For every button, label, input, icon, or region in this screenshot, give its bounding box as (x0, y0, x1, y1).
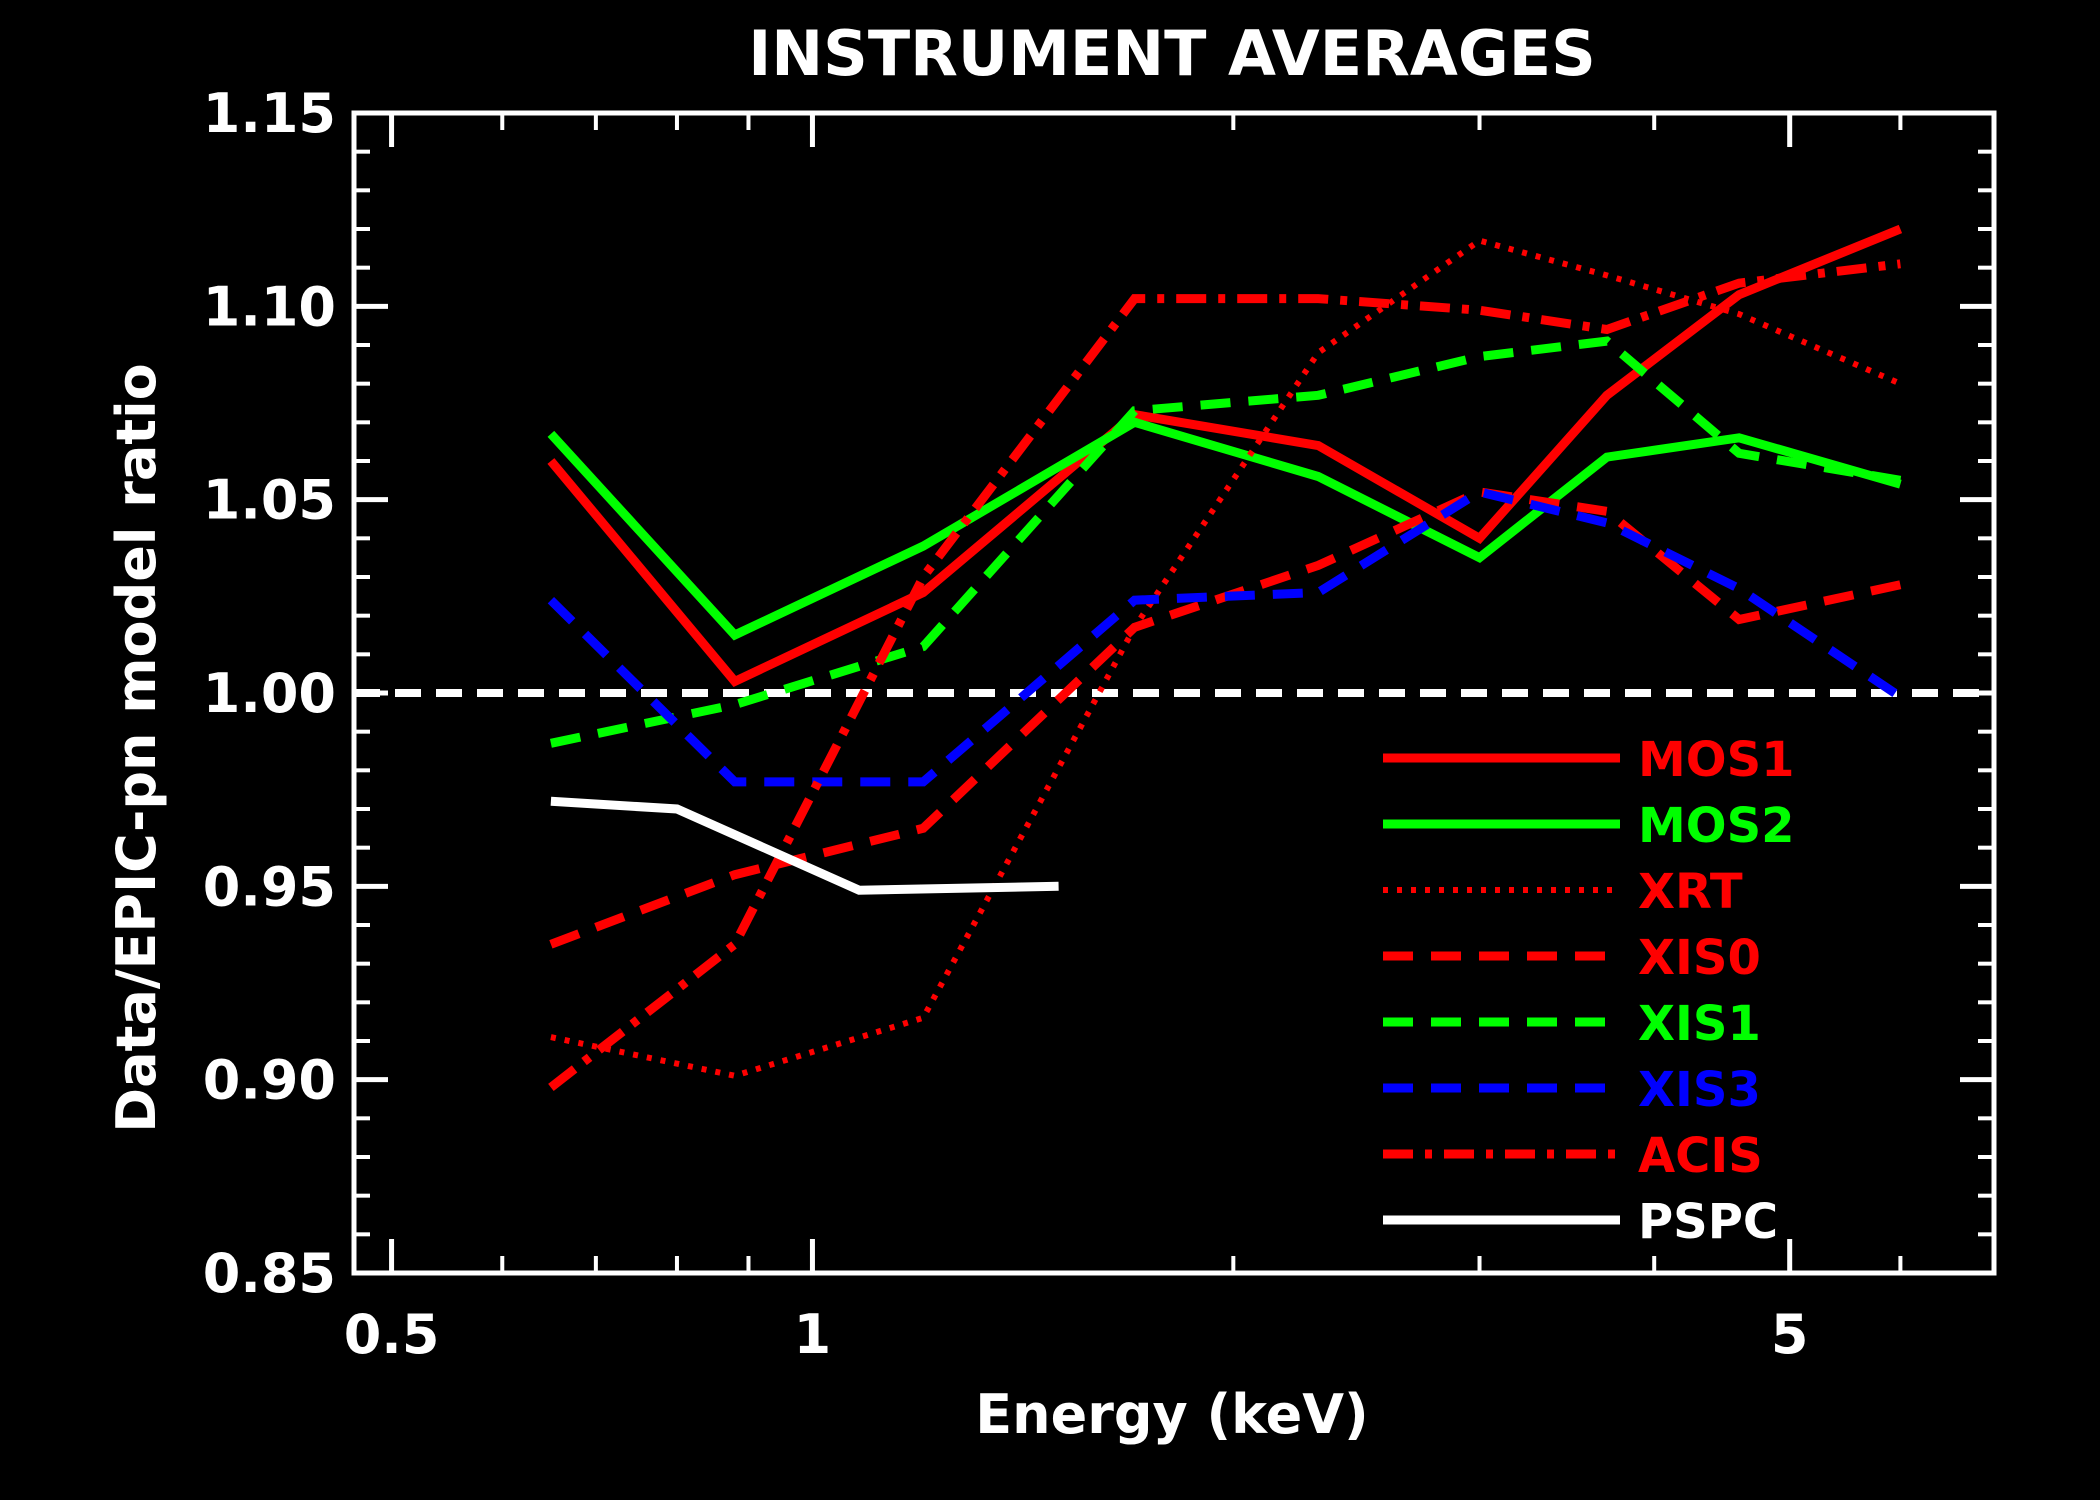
plot-frame (351, 110, 1997, 1276)
axis-ticks: 0.85 0.90 0.95 1.00 1.05 1.10 1.15 0.5 1 5 (203, 82, 1996, 1366)
data-point-xis0 (549, 942, 553, 946)
data-point-xis3 (1316, 590, 1320, 594)
y-tick-label: 0.85 (203, 1242, 336, 1305)
y-axis-label: Data/EPIC-pn model ratio (105, 363, 168, 1132)
legend-label-xrt: XRT (1638, 864, 1743, 920)
legend-label-mos2: MOS2 (1638, 798, 1795, 854)
chart-title: INSTRUMENT AVERAGES (748, 17, 1596, 90)
data-point-xis3 (1737, 587, 1741, 591)
data-point-xis0 (1316, 563, 1320, 567)
data-point-mos1 (549, 459, 553, 463)
data-point-xis1 (549, 741, 553, 745)
data-point-xrt (733, 1074, 737, 1078)
legend-label-acis: ACIS (1638, 1128, 1763, 1184)
data-point-mos2 (921, 544, 925, 548)
data-point-xrt (1898, 382, 1902, 386)
x-tick-label: 0.5 (344, 1303, 440, 1366)
data-point-mos2 (549, 432, 553, 436)
data-point-xrt (921, 1016, 925, 1020)
data-point-xis3 (733, 780, 737, 784)
data-point-xis3 (1478, 490, 1482, 494)
legend-label-xis3: XIS3 (1638, 1062, 1761, 1118)
data-point-acis (1737, 281, 1741, 285)
series-line-acis (548, 259, 1901, 1091)
y-tick-label: 0.90 (203, 1049, 336, 1112)
data-point-xis0 (733, 873, 737, 877)
data-point-mos2 (1605, 455, 1609, 459)
series-line-xrt (550, 237, 1902, 1079)
x-tick-label: 5 (1771, 1303, 1809, 1366)
data-point-xis1 (1133, 409, 1137, 413)
x-axis-label: Energy (keV) (975, 1383, 1368, 1446)
data-point-acis (1133, 297, 1137, 301)
legend-label-mos1: MOS1 (1638, 732, 1795, 788)
data-point-xis0 (1898, 583, 1902, 587)
x-tick-label: 1 (794, 1303, 832, 1366)
y-tick-label: 1.05 (203, 469, 336, 532)
data-point-mos2 (1478, 556, 1482, 560)
data-point-mos1 (1605, 393, 1609, 397)
data-point-xis3 (1133, 598, 1137, 602)
legend-label-xis1: XIS1 (1638, 996, 1761, 1052)
data-point-xrt (1478, 239, 1482, 243)
data-point-mos1 (921, 590, 925, 594)
data-point-xis3 (549, 598, 553, 602)
data-point-acis (1316, 297, 1320, 301)
data-point-xis1 (1737, 451, 1741, 455)
data-point-xis3 (1605, 521, 1609, 525)
series-line-mos1 (547, 224, 1903, 687)
data-point-mos1 (1737, 293, 1741, 297)
legend-label-pspc: PSPC (1638, 1194, 1778, 1250)
data-point-pspc (857, 888, 861, 892)
data-point-xis1 (733, 703, 737, 707)
series-lines (547, 224, 1903, 1091)
data-point-xis0 (921, 826, 925, 830)
data-point-mos1 (733, 679, 737, 683)
data-point-xis1 (921, 645, 925, 649)
data-point-acis (733, 942, 737, 946)
data-point-mos2 (1133, 420, 1137, 424)
y-tick-label: 1.15 (203, 82, 336, 145)
data-point-pspc (549, 799, 553, 803)
data-point-xis3 (921, 780, 925, 784)
data-point-xis1 (1898, 478, 1902, 482)
data-point-xrt (549, 1035, 553, 1039)
data-point-pspc (1057, 884, 1061, 888)
legend-label-xis0: XIS0 (1638, 930, 1761, 986)
series-line-pspc (550, 796, 1059, 895)
data-point-xrt (1605, 273, 1609, 277)
legend: MOS1 MOS2 XRT XIS0 XIS1 XIS3 ACIS PSPC (1383, 732, 1795, 1250)
data-point-xrt (1737, 312, 1741, 316)
data-point-mos1 (1316, 444, 1320, 448)
series-line-xis1 (549, 336, 1902, 748)
y-tick-label: 1.10 (203, 275, 336, 338)
data-point-xrt (1316, 351, 1320, 355)
data-point-xis3 (1898, 695, 1902, 699)
y-tick-label: 1.00 (203, 662, 336, 725)
data-point-acis (549, 1085, 553, 1089)
data-point-acis (1898, 262, 1902, 266)
data-point-xis0 (1605, 509, 1609, 513)
y-tick-label: 0.95 (203, 855, 336, 918)
data-point-xis1 (1316, 393, 1320, 397)
data-point-mos2 (733, 633, 737, 637)
series-line-mos2 (547, 417, 1902, 641)
data-point-mos1 (1898, 227, 1902, 231)
data-point-acis (1478, 308, 1482, 312)
data-point-mos2 (1737, 436, 1741, 440)
data-point-acis (921, 575, 925, 579)
data-point-xis1 (1478, 355, 1482, 359)
data-point-mos2 (1316, 474, 1320, 478)
data-point-mos1 (1478, 536, 1482, 540)
data-point-pspc (675, 807, 679, 811)
data-point-xis0 (1737, 618, 1741, 622)
data-point-xis0 (1133, 625, 1137, 629)
data-point-xis1 (1605, 339, 1609, 343)
data-point-acis (1605, 328, 1609, 332)
